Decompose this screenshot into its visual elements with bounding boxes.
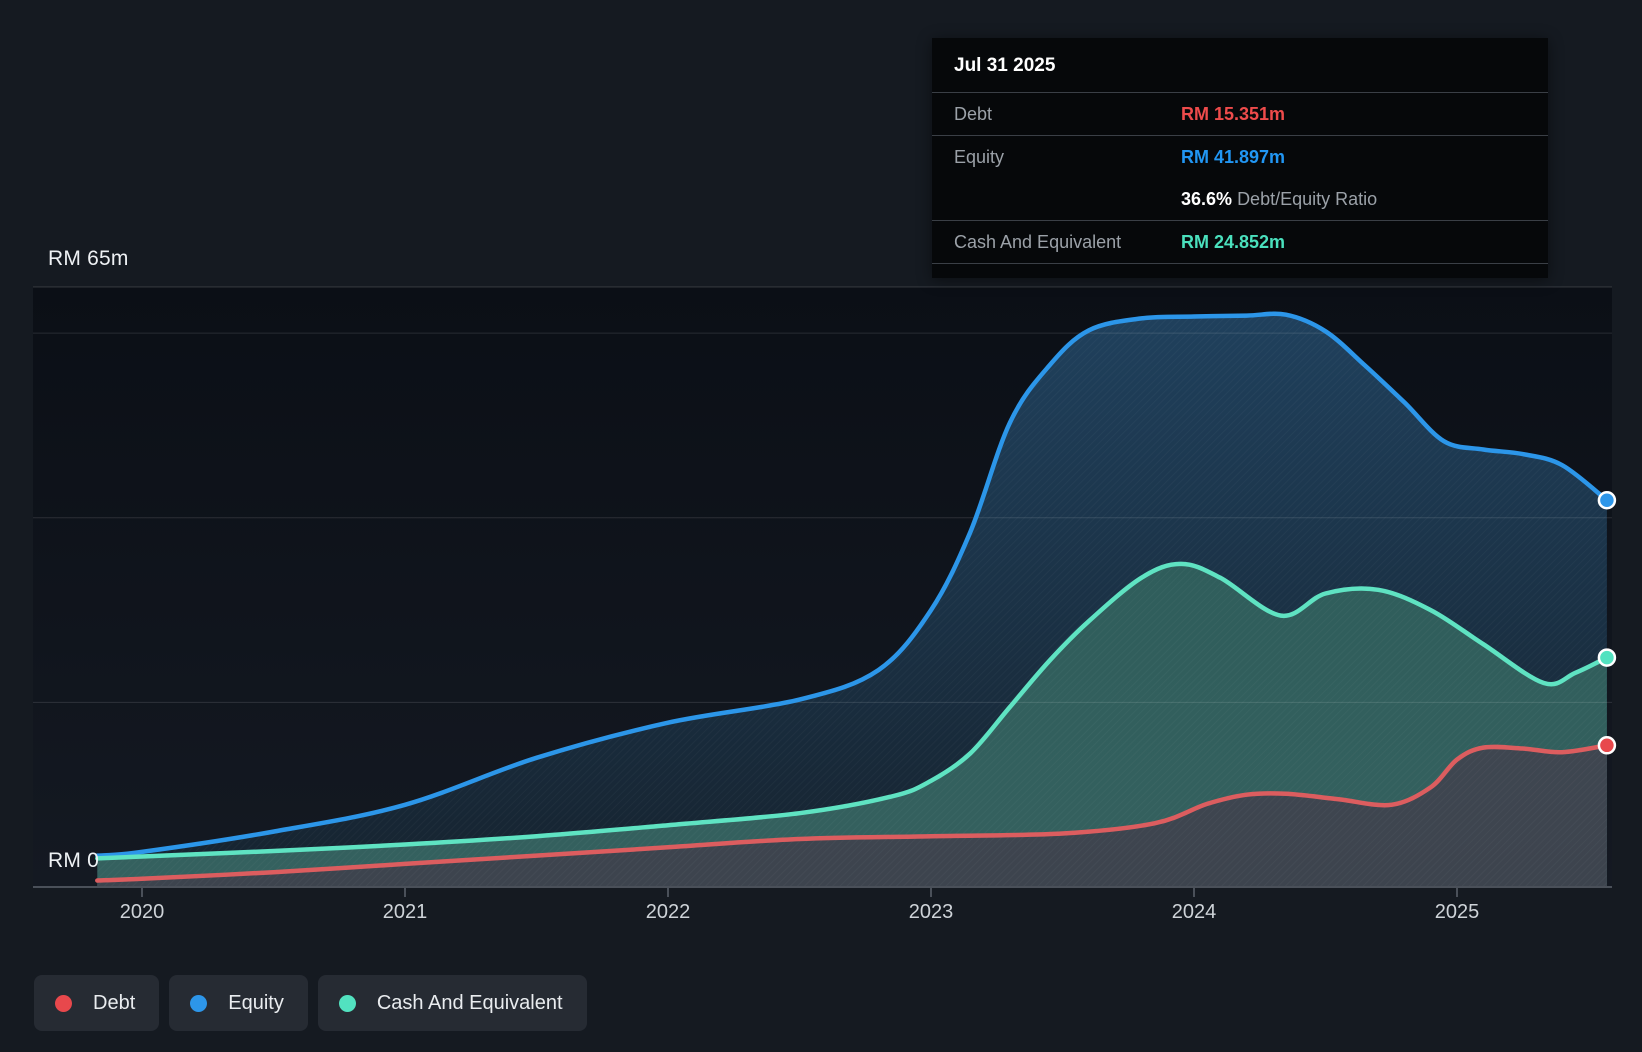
tooltip-cash-row: Cash And Equivalent RM 24.852m xyxy=(932,221,1548,264)
equity-legend-dot-icon xyxy=(190,994,208,1012)
tooltip-ratio-value: 36.6% xyxy=(1181,188,1233,209)
tooltip-ratio-text: 36.6% Debt/Equity Ratio xyxy=(1181,189,1377,210)
tooltip-debt-label: Debt xyxy=(954,103,993,124)
area-hatch-texture xyxy=(97,313,1607,887)
debt-end-marker[interactable] xyxy=(1597,736,1617,755)
cash-legend-dot-icon xyxy=(338,994,356,1012)
legend-cash-label: Cash And Equivalent xyxy=(376,991,563,1014)
debt-legend-dot-icon xyxy=(55,994,72,1012)
tooltip-debt-value: RM 15.351m xyxy=(1181,103,1286,124)
tooltip-date: Jul 31 2025 xyxy=(932,38,1548,93)
equity-line[interactable] xyxy=(95,311,1610,858)
tooltip-cash-label: Cash And Equivalent xyxy=(954,231,1122,252)
x-tick-label-2021: 2021 xyxy=(382,901,428,923)
hover-tooltip: Jul 31 2025 Debt RM 15.351m Equity RM 41… xyxy=(932,38,1548,278)
equity-end-marker[interactable] xyxy=(1597,491,1617,510)
legend-item-cash[interactable]: Cash And Equivalent xyxy=(317,975,587,1031)
tooltip-ratio-row: 36.6% Debt/Equity Ratio xyxy=(932,178,1548,221)
legend-equity-label: Equity xyxy=(228,991,284,1014)
x-tick-label-2025: 2025 xyxy=(1434,901,1480,923)
tooltip-equity-row: Equity RM 41.897m xyxy=(932,136,1548,178)
x-tick-label-2024: 2024 xyxy=(1171,901,1217,923)
tooltip-equity-value: RM 41.897m xyxy=(1181,146,1286,167)
tooltip-ratio-label: Debt/Equity Ratio xyxy=(1237,188,1378,209)
debt-line[interactable] xyxy=(95,743,1610,883)
legend-item-debt[interactable]: Debt xyxy=(34,975,160,1031)
x-tick-label-2020: 2020 xyxy=(119,901,165,923)
x-tick-label-2022: 2022 xyxy=(645,901,691,923)
legend: Debt Equity Cash And Equivalent xyxy=(34,975,587,1031)
legend-debt-label: Debt xyxy=(93,991,136,1014)
cash-and-equivalent-end-marker[interactable] xyxy=(1597,648,1617,667)
legend-item-equity[interactable]: Equity xyxy=(169,975,308,1031)
x-tick-label-2023: 2023 xyxy=(908,901,954,923)
cash-and-equivalent-line[interactable] xyxy=(95,561,1610,861)
tooltip-debt-row: Debt RM 15.351m xyxy=(932,93,1548,136)
y-axis-max-label: RM 65m xyxy=(48,247,129,270)
y-axis-zero-label: RM 0 xyxy=(48,849,99,872)
tooltip-cash-value: RM 24.852m xyxy=(1181,231,1286,252)
tooltip-equity-label: Equity xyxy=(954,146,1005,167)
